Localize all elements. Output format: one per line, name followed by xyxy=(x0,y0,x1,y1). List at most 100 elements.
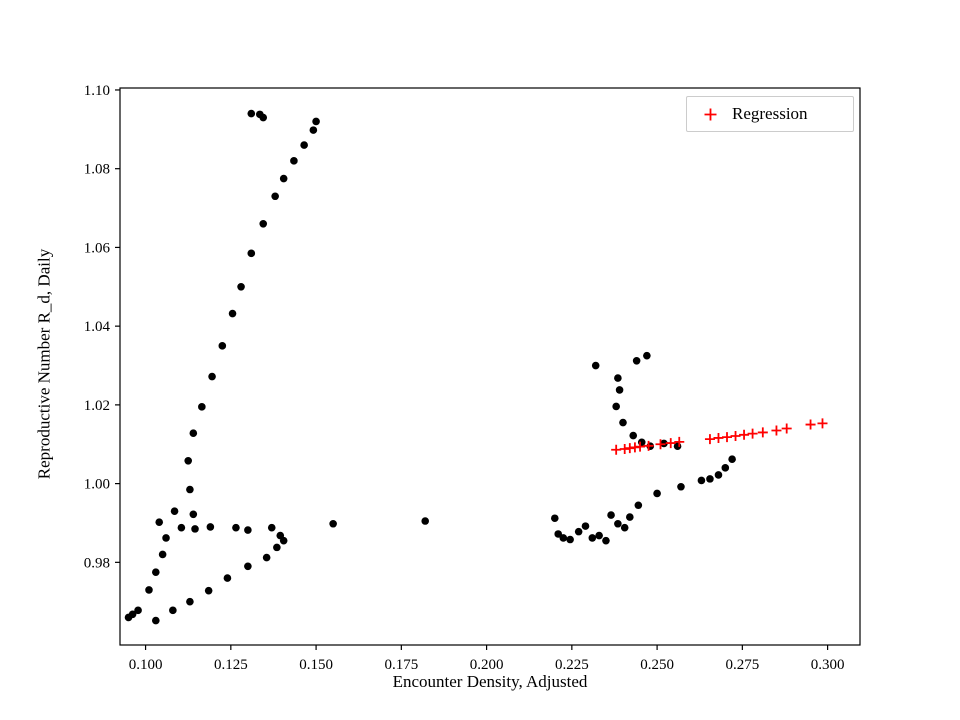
data-point xyxy=(309,126,318,134)
data-point xyxy=(559,534,568,542)
data-point xyxy=(228,309,237,318)
data-point xyxy=(259,220,268,228)
data-point xyxy=(721,464,730,472)
regression-point xyxy=(730,430,741,441)
data-point xyxy=(262,553,271,562)
x-tick-label: 0.175 xyxy=(384,657,418,673)
data-point xyxy=(208,372,216,381)
regression-point xyxy=(704,434,715,445)
x-tick-label: 0.300 xyxy=(811,657,845,673)
data-point xyxy=(259,113,268,122)
data-point xyxy=(184,456,193,465)
x-axis-label: Encounter Density, Adjusted xyxy=(392,672,588,691)
data-point xyxy=(728,455,736,464)
y-axis-ticks: 0.98 1.00 1.02 1.04 1.06 1.08 1.10 xyxy=(84,83,120,571)
data-point xyxy=(614,374,622,382)
data-point xyxy=(643,351,651,360)
x-tick-label: 0.150 xyxy=(299,657,333,673)
data-point xyxy=(198,403,206,411)
data-point xyxy=(218,342,227,350)
data-point xyxy=(591,361,600,370)
data-point xyxy=(607,511,615,519)
regression-point xyxy=(757,427,768,438)
y-tick-label: 1.04 xyxy=(84,319,111,335)
series-observations xyxy=(124,109,736,625)
series-Regression xyxy=(611,418,828,455)
data-point xyxy=(697,476,706,485)
x-tick-label: 0.100 xyxy=(129,657,163,673)
legend-label: Regression xyxy=(732,104,808,123)
data-point xyxy=(177,523,186,532)
data-point xyxy=(279,536,288,545)
y-tick-label: 1.06 xyxy=(84,240,111,256)
data-point xyxy=(162,534,170,542)
data-point xyxy=(232,523,240,532)
data-point xyxy=(614,519,622,528)
data-point xyxy=(653,489,661,498)
data-point xyxy=(566,535,574,544)
data-point xyxy=(152,616,160,625)
data-point xyxy=(169,606,177,615)
data-point xyxy=(189,510,198,519)
data-point xyxy=(186,597,194,606)
x-tick-label: 0.125 xyxy=(214,657,248,673)
data-point xyxy=(247,249,256,258)
data-point xyxy=(615,386,624,394)
data-point xyxy=(244,526,252,534)
x-axis-ticks: 0.100 0.125 0.150 0.175 0.200 0.225 0.250 0.275… xyxy=(129,645,845,673)
data-point xyxy=(602,536,610,545)
regression-point xyxy=(805,419,816,430)
y-tick-label: 1.08 xyxy=(84,162,110,178)
data-point xyxy=(300,141,308,149)
regression-point xyxy=(643,440,654,451)
data-point xyxy=(619,418,627,427)
plus-marker-icon xyxy=(704,108,717,120)
regression-point xyxy=(635,441,646,452)
data-point xyxy=(170,507,179,515)
regression-point xyxy=(817,418,828,429)
regression-point xyxy=(739,429,750,440)
regression-point xyxy=(611,444,622,455)
data-point xyxy=(620,523,629,532)
data-point xyxy=(706,475,714,483)
data-point xyxy=(158,550,167,559)
data-point xyxy=(191,525,199,533)
data-point xyxy=(267,523,276,532)
data-point xyxy=(714,471,723,479)
plot-border xyxy=(119,87,861,646)
x-tick-label: 0.200 xyxy=(470,657,504,673)
data-point xyxy=(145,586,153,594)
regression-point xyxy=(747,428,758,439)
data-point xyxy=(206,523,215,531)
data-point xyxy=(612,402,620,411)
data-point xyxy=(237,282,245,291)
y-tick-label: 1.00 xyxy=(84,477,110,493)
regression-point xyxy=(771,425,782,436)
data-point xyxy=(634,501,643,510)
regression-point xyxy=(713,432,724,443)
y-tick-label: 1.02 xyxy=(84,398,110,414)
regression-point xyxy=(722,432,733,443)
data-point xyxy=(134,606,142,615)
data-point xyxy=(244,562,252,571)
data-point xyxy=(581,522,590,530)
data-point xyxy=(629,431,638,440)
legend: Regression xyxy=(686,96,854,132)
y-tick-label: 0.98 xyxy=(84,555,110,571)
data-point xyxy=(290,157,298,165)
data-point xyxy=(588,534,597,542)
data-point xyxy=(329,519,337,528)
data-point xyxy=(421,517,430,525)
data-point xyxy=(204,586,213,595)
data-point xyxy=(271,192,279,201)
y-axis-label: Reproductive Number R_d, Daily xyxy=(34,248,54,480)
data-point xyxy=(223,574,232,582)
data-point xyxy=(279,174,288,183)
data-point xyxy=(247,109,256,118)
data-point xyxy=(189,429,198,438)
regression-point xyxy=(781,423,792,434)
x-tick-label: 0.225 xyxy=(555,657,589,673)
y-tick-label: 1.10 xyxy=(84,83,110,99)
